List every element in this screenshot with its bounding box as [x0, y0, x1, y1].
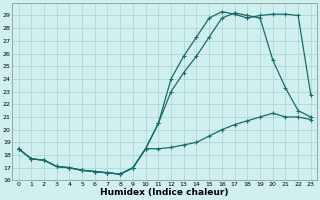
X-axis label: Humidex (Indice chaleur): Humidex (Indice chaleur): [100, 188, 229, 197]
